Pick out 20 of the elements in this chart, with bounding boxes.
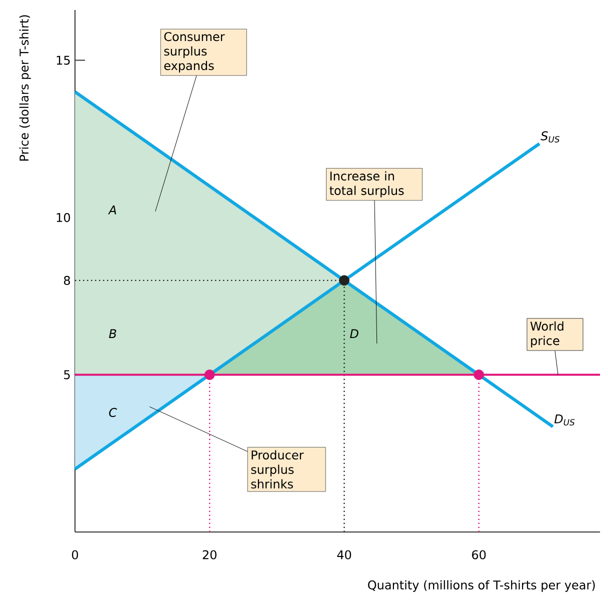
y-tick-label: 8 [64, 276, 70, 285]
ref-line-label: World price [530, 321, 564, 348]
annotation: C [109, 408, 117, 417]
x-axis-title: Quantity (millions of T-shirts per year) [368, 580, 595, 592]
x-tick-label: 0 [72, 550, 78, 560]
annotation: B [109, 329, 116, 338]
y-tick-label: 5 [64, 370, 70, 380]
y-axis-title: Price (dollars per T-shirt) [19, 15, 31, 161]
annotation: Producer surplus shrinks [251, 450, 304, 489]
annotation: A [108, 206, 116, 214]
series-label: S$_{US}$ [540, 131, 560, 142]
x-tick-label: 20 [202, 550, 216, 560]
annotation: D [350, 329, 358, 338]
series-label: D$_{US}$ [554, 414, 575, 426]
y-tick-label: 10 [56, 213, 70, 222]
y-tick-label: 15 [56, 56, 70, 65]
x-tick-label: 40 [337, 550, 352, 560]
annotation: Increase in total surplus [330, 171, 404, 198]
x-tick-label: 60 [472, 550, 486, 560]
annotation: Consumer surplus expands [164, 32, 225, 72]
